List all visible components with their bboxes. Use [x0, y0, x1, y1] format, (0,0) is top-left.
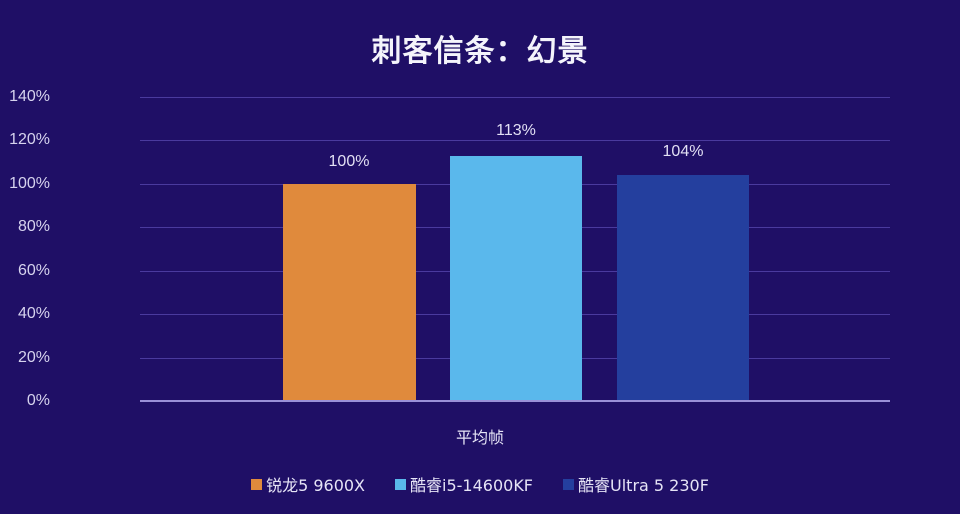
ytick-label: 140% — [9, 88, 50, 105]
legend-item-i5-14600kf[interactable]: 酷睿i5-14600KF — [395, 472, 533, 496]
ytick-label: 40% — [17, 305, 50, 322]
gridline-120 — [140, 140, 890, 141]
bar-value-label: 113% — [496, 122, 536, 139]
ytick-label: 100% — [9, 175, 50, 192]
legend-swatch-icon — [563, 478, 575, 490]
legend: 锐龙5 9600X 酷睿i5-14600KF 酷睿Ultra 5 230F — [0, 472, 960, 496]
gridline-140 — [140, 97, 890, 98]
legend-label: 酷睿i5-14600KF — [410, 476, 534, 495]
legend-label: 锐龙5 9600X — [266, 476, 366, 495]
ytick-label: 60% — [17, 262, 50, 279]
ytick-label: 0% — [26, 392, 50, 409]
legend-item-ultra5-230f[interactable]: 酷睿Ultra 5 230F — [563, 472, 709, 496]
ytick-label: 120% — [9, 131, 50, 148]
bar-i5-14600kf — [450, 156, 582, 401]
bar-ryzen5-9600x — [283, 184, 416, 401]
legend-swatch-icon — [251, 478, 263, 490]
bar-ultra5-230f — [617, 175, 749, 401]
plot-area: 140% 120% 100% 80% 60% 40% 20% 0% 100% 1… — [9, 88, 890, 409]
legend-label: 酷睿Ultra 5 230F — [578, 476, 709, 495]
x-axis-line — [140, 400, 890, 402]
ytick-label: 80% — [17, 218, 50, 235]
legend-item-ryzen5-9600x[interactable]: 锐龙5 9600X — [251, 472, 365, 496]
bar-value-label: 100% — [328, 153, 370, 170]
bar-value-label: 104% — [662, 143, 704, 160]
ytick-label: 20% — [17, 349, 50, 366]
chart-title: 刺客信条：幻景 — [371, 34, 589, 69]
legend-swatch-icon — [395, 478, 407, 490]
x-category-label: 平均帧 — [455, 428, 504, 447]
